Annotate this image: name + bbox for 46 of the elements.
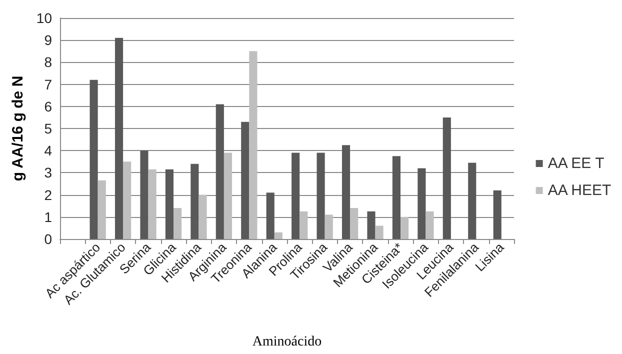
bar [426,211,434,239]
x-axis-title: Aminoácido [252,334,322,350]
bar [367,211,376,239]
y-tick-label: 2 [44,186,52,203]
bar [400,216,409,239]
bar [442,117,451,239]
bar [190,164,199,239]
y-tick-label: 7 [44,76,52,92]
bar [249,51,258,239]
bar [140,150,148,239]
y-tick-label: 9 [44,32,52,48]
bar [198,194,207,239]
y-tick-label: 1 [44,208,52,225]
bar [493,190,502,239]
bar [90,80,98,239]
y-tick-label: 4 [44,142,52,159]
bar [98,180,106,239]
bar [174,208,182,239]
y-tick-label: 3 [44,164,52,181]
bar [165,169,174,239]
bar [392,156,400,239]
bar [274,232,282,239]
bar [266,192,274,239]
legend-label: AA HEET [548,182,612,199]
y-tick-label: 0 [44,231,52,247]
legend-label: AA EE T [548,155,604,172]
bar [224,152,232,239]
y-tick-label: 5 [44,120,52,136]
bar [123,162,132,239]
bar [292,152,300,239]
bar [375,226,384,239]
y-tick-label: 8 [44,54,52,70]
bar [300,211,308,239]
bar [350,208,358,239]
bar [324,214,333,239]
bar [418,168,426,239]
bar [342,145,350,239]
bar [148,169,156,239]
bar [468,162,476,239]
y-tick-label: 6 [44,98,52,114]
bar [316,152,325,239]
y-axis-title: g AA/16 g de N [10,76,27,182]
y-tick-label: 10 [36,10,52,26]
bar [216,104,224,239]
bar [241,122,250,239]
bar [114,38,124,239]
